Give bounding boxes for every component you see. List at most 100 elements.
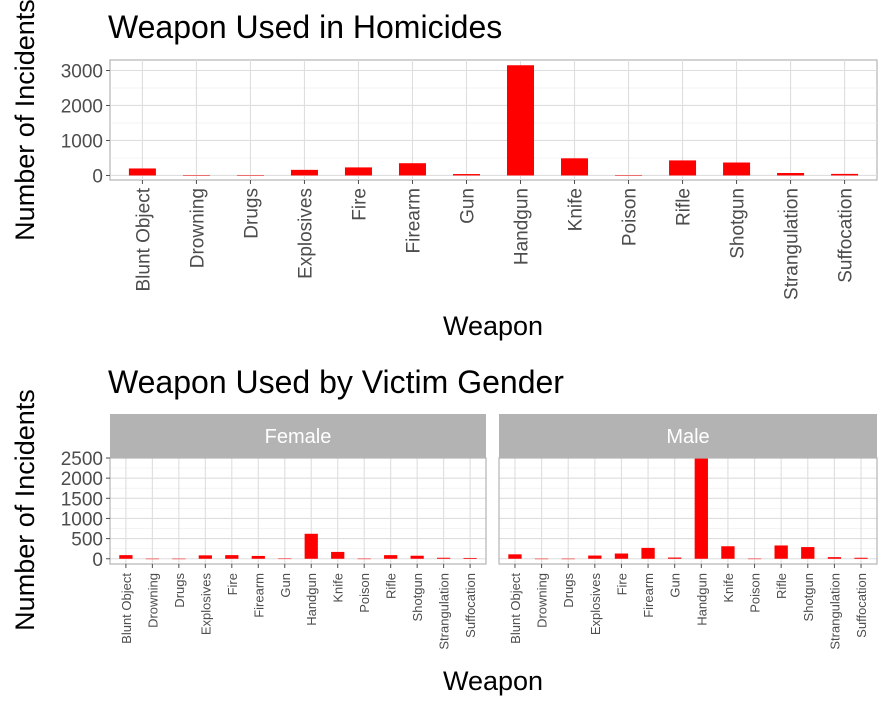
c1-y-tick-label: 0 [92,166,103,187]
c2-bar-female-drowning [145,558,159,560]
c2-bar-male-strangulation [827,557,842,559]
c1-x-tick-label: Drowning [187,188,208,268]
c1-x-tick-label: Blunt Object [133,187,154,291]
c1-x-tick-label: Handgun [512,188,533,265]
c2-bar-male-drowning [534,558,549,560]
c2-x-tick-label: Handgun [694,573,709,626]
c1-bar-fire [344,167,372,176]
c2-x-tick-label: Fire [614,573,629,595]
c1-bar-strangulation [777,173,805,176]
c2-bar-female-firearm [251,555,265,559]
c1-bar-firearm [398,163,426,176]
c1-bar-explosives [290,169,318,176]
chart1-y-axis-title: Number of Incidents [10,0,40,241]
c2-x-tick-label: Suffocation [463,573,478,638]
c2-x-tick-label: Gun [668,573,683,598]
c1-bar-poison [615,175,643,176]
c2-bar-female-suffocation [463,557,477,559]
c2-x-tick-label: Suffocation [854,573,869,638]
c2-x-tick-label: Drowning [535,573,550,628]
c2-x-tick-label: Gun [278,573,293,598]
c2-x-tick-label: Fire [225,573,240,595]
c2-bar-female-drugs [172,558,186,560]
c2-x-tick-label: Rifle [384,573,399,599]
c1-y-tick-label: 3000 [61,61,103,82]
c2-x-tick-label: Firearm [641,573,656,618]
c1-x-tick-label: Suffocation [836,188,857,283]
c1-x-tick-label: Rifle [674,188,695,226]
c2-x-tick-label: Poison [357,573,372,613]
c2-x-tick-label: Blunt Object [508,573,523,644]
c2-x-tick-label: Drowning [145,573,160,628]
c2-bar-male-knife [721,546,735,559]
chart2-y-axis-title: Number of Incidents [10,389,40,631]
c2-bar-male-poison [747,558,762,560]
c2-x-tick-label: Rifle [774,573,789,599]
c2-bar-female-handgun [304,533,318,559]
gender-chart: Weapon Used by Victim Gender Female Blunt… [10,364,878,696]
c1-bar-drugs [236,175,264,176]
c1-x-tick-label: Drugs [241,188,262,239]
facet-panel-border [498,457,878,565]
c2-bar-male-fire [614,553,629,559]
c2-y-tick-label: 0 [92,550,103,571]
c2-y-tick-label: 1000 [61,509,103,530]
chart1-x-axis-title: Weapon [443,311,543,341]
chart1-title: Weapon Used in Homicides [108,9,502,45]
c2-x-tick-label: Firearm [251,573,266,618]
chart1-panel [109,59,878,181]
c1-x-tick-label: Shotgun [728,188,749,259]
c2-x-tick-label: Poison [748,573,763,613]
c2-x-tick-label: Knife [721,573,736,603]
c2-bar-female-gun [278,558,292,560]
c1-y-tick-label: 2000 [61,96,103,117]
c1-x-tick-label: Explosives [295,188,316,279]
c1-x-tick-label: Fire [349,188,370,221]
c1-x-tick-label: Strangulation [782,188,803,300]
facet-strip-label: Female [265,426,332,448]
c2-x-tick-label: Blunt Object [119,573,134,644]
c2-bar-female-fire [225,555,239,559]
facet-female: Female Blunt Object Drowning Drugs Explosive… [109,414,487,650]
c1-bar-handgun [507,65,535,176]
chart1-grid [110,60,877,180]
chart2-x-axis-title: Weapon [443,666,543,696]
c2-bar-male-blunt-object [508,554,522,559]
chart1-y-ticks: 0 1000 2000 3000 [61,61,110,187]
c1-x-tick-label: Poison [620,188,641,246]
c1-bar-knife [561,158,589,176]
c1-x-tick-label: Gun [457,188,478,224]
c2-x-tick-label: Drugs [561,573,576,608]
c1-bar-shotgun [723,162,751,176]
c2-bar-male-rifle [774,545,788,559]
c2-x-tick-label: Handgun [304,573,319,626]
facet-strip-label: Male [666,426,709,448]
c2-x-tick-label: Knife [331,573,346,603]
facet-strip [110,414,486,458]
c2-y-tick-label: 2000 [61,469,103,490]
c2-x-tick-label: Strangulation [827,573,842,650]
chart2-title: Weapon Used by Victim Gender [108,364,564,400]
chart2-facets: Female Blunt Object Drowning Drugs Explosive… [109,414,878,650]
c2-bar-male-gun [668,557,682,559]
c1-x-tick-label: Knife [566,188,587,231]
c2-bar-male-drugs [561,558,575,560]
c1-bar-blunt-object [128,168,156,176]
c2-bar-female-strangulation [437,557,451,559]
c2-y-tick-label: 2500 [61,449,103,470]
facet-male: Male Blunt Object Drowning Drugs Explosives F… [498,414,878,650]
c2-bar-female-shotgun [410,555,424,559]
c2-x-tick-label: Explosives [198,573,213,636]
c2-bar-female-blunt-object [119,555,133,559]
c2-bar-female-explosives [198,555,212,559]
c2-bar-female-poison [357,558,371,560]
c2-bar-female-knife [331,551,345,559]
c1-bar-rifle [669,160,697,176]
homicides-chart: Weapon Used in Homicides 0 1000 2000 3000 B… [10,0,878,341]
c2-x-tick-label: Shotgun [801,573,816,621]
c2-x-tick-label: Shotgun [410,573,425,621]
c2-bar-male-shotgun [801,547,815,559]
c1-bar-suffocation [831,173,859,176]
